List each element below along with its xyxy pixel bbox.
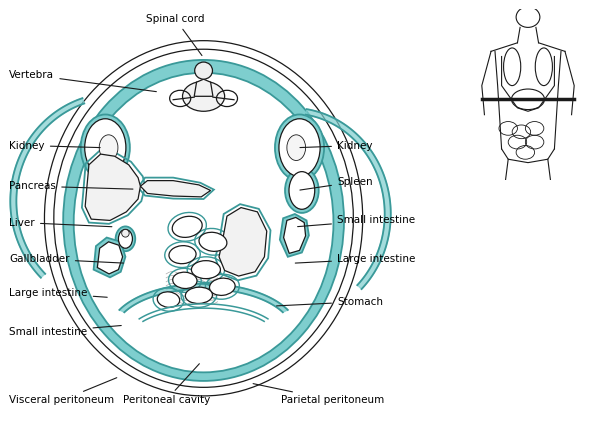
- Ellipse shape: [122, 229, 129, 237]
- Ellipse shape: [169, 246, 196, 264]
- Polygon shape: [280, 214, 309, 257]
- Text: Pancreas: Pancreas: [10, 181, 133, 191]
- Ellipse shape: [63, 60, 344, 381]
- Polygon shape: [94, 238, 125, 277]
- Ellipse shape: [289, 172, 315, 209]
- Polygon shape: [97, 242, 122, 274]
- Text: Small intestine: Small intestine: [10, 326, 121, 337]
- Ellipse shape: [157, 292, 179, 307]
- Ellipse shape: [275, 114, 324, 181]
- Text: Kidney: Kidney: [10, 140, 100, 151]
- Ellipse shape: [182, 81, 224, 111]
- Ellipse shape: [54, 49, 353, 387]
- Polygon shape: [306, 109, 391, 289]
- Ellipse shape: [185, 287, 212, 303]
- Text: Large intestine: Large intestine: [295, 254, 415, 264]
- Text: Spleen: Spleen: [300, 177, 373, 190]
- Text: Small intestine: Small intestine: [298, 215, 415, 226]
- Ellipse shape: [199, 232, 227, 251]
- Text: Stomach: Stomach: [277, 297, 383, 307]
- Text: Kidney: Kidney: [300, 140, 373, 151]
- Ellipse shape: [285, 168, 319, 213]
- Polygon shape: [119, 284, 288, 312]
- Polygon shape: [219, 208, 267, 276]
- Polygon shape: [85, 154, 140, 220]
- Ellipse shape: [173, 272, 197, 288]
- Ellipse shape: [116, 226, 135, 251]
- Ellipse shape: [194, 62, 212, 79]
- Polygon shape: [284, 217, 305, 253]
- Ellipse shape: [209, 278, 235, 295]
- Ellipse shape: [44, 41, 363, 396]
- Text: Large intestine: Large intestine: [10, 288, 107, 298]
- Ellipse shape: [287, 135, 305, 160]
- Ellipse shape: [81, 114, 130, 181]
- Polygon shape: [194, 79, 213, 96]
- Text: Spinal cord: Spinal cord: [146, 14, 205, 56]
- Ellipse shape: [118, 229, 133, 248]
- Text: Visceral peritoneum: Visceral peritoneum: [10, 377, 117, 405]
- Polygon shape: [10, 98, 84, 278]
- Ellipse shape: [191, 261, 220, 279]
- Ellipse shape: [85, 119, 126, 176]
- Ellipse shape: [279, 119, 320, 176]
- Ellipse shape: [172, 216, 202, 238]
- Text: Vertebra: Vertebra: [10, 70, 157, 92]
- Polygon shape: [140, 181, 211, 197]
- Ellipse shape: [74, 73, 334, 372]
- Ellipse shape: [99, 135, 118, 160]
- Text: Parietal peritoneum: Parietal peritoneum: [253, 383, 384, 405]
- Text: Gallbladder: Gallbladder: [10, 254, 124, 264]
- Text: Liver: Liver: [10, 217, 112, 228]
- Text: Peritoneal cavity: Peritoneal cavity: [122, 364, 210, 405]
